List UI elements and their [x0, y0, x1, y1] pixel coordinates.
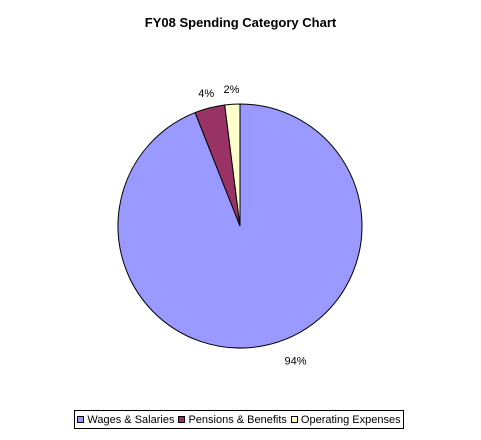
- legend-swatch-wages: [77, 416, 85, 423]
- legend: Wages & Salaries Pensions & Benefits Ope…: [74, 410, 404, 429]
- legend-item-pensions: Pensions & Benefits: [178, 413, 287, 426]
- legend-item-wages: Wages & Salaries: [77, 414, 174, 426]
- pie-chart: 94% 4% 2%: [117, 84, 363, 367]
- legend-label-operating: Operating Expenses: [300, 413, 401, 426]
- pie-label-wages: 94%: [284, 355, 306, 367]
- pie-label-pensions: 4%: [198, 88, 214, 100]
- chart-title: FY08 Spending Category Chart: [144, 15, 337, 30]
- legend-label-pensions: Pensions & Benefits: [188, 413, 287, 426]
- pie-slice-operating: [224, 103, 241, 227]
- legend-item-operating: Operating Expenses: [290, 413, 401, 426]
- pie-label-operating: 2%: [224, 84, 240, 96]
- legend-swatch-pensions: [178, 416, 186, 423]
- legend-label-wages: Wages & Salaries: [87, 413, 175, 426]
- legend-swatch-operating: [290, 416, 298, 423]
